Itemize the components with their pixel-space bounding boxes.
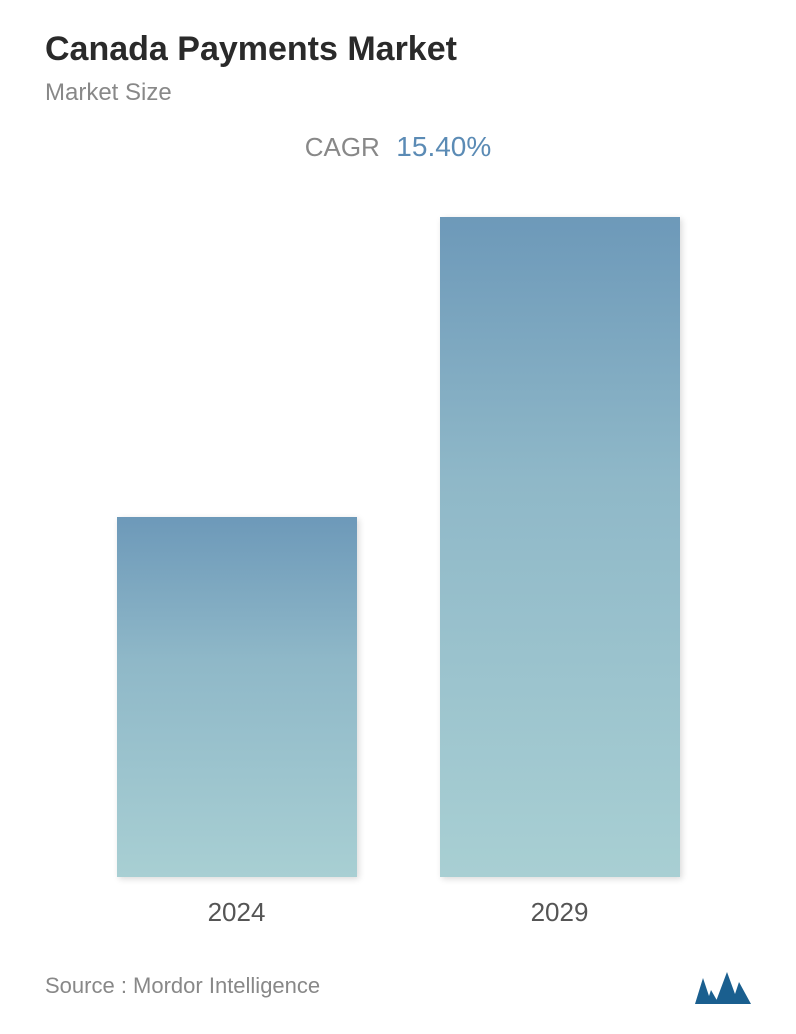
source-text: Source : Mordor Intelligence: [45, 973, 320, 999]
bar-group-2029: 2029: [440, 217, 680, 928]
page-title: Canada Payments Market: [45, 30, 751, 69]
chart-container: Canada Payments Market Market Size CAGR …: [0, 0, 796, 1034]
brand-logo-icon: [695, 968, 751, 1004]
cagr-row: CAGR 15.40%: [45, 131, 751, 163]
cagr-label: CAGR: [305, 132, 380, 162]
bar-label-2029: 2029: [531, 897, 589, 928]
cagr-value: 15.40%: [396, 131, 491, 162]
footer: Source : Mordor Intelligence: [45, 968, 751, 1034]
bar-2029: [440, 217, 680, 877]
bar-2024: [117, 517, 357, 877]
page-subtitle: Market Size: [45, 79, 751, 107]
bar-chart: 2024 2029: [45, 203, 751, 928]
bar-group-2024: 2024: [117, 517, 357, 928]
bar-label-2024: 2024: [208, 897, 266, 928]
